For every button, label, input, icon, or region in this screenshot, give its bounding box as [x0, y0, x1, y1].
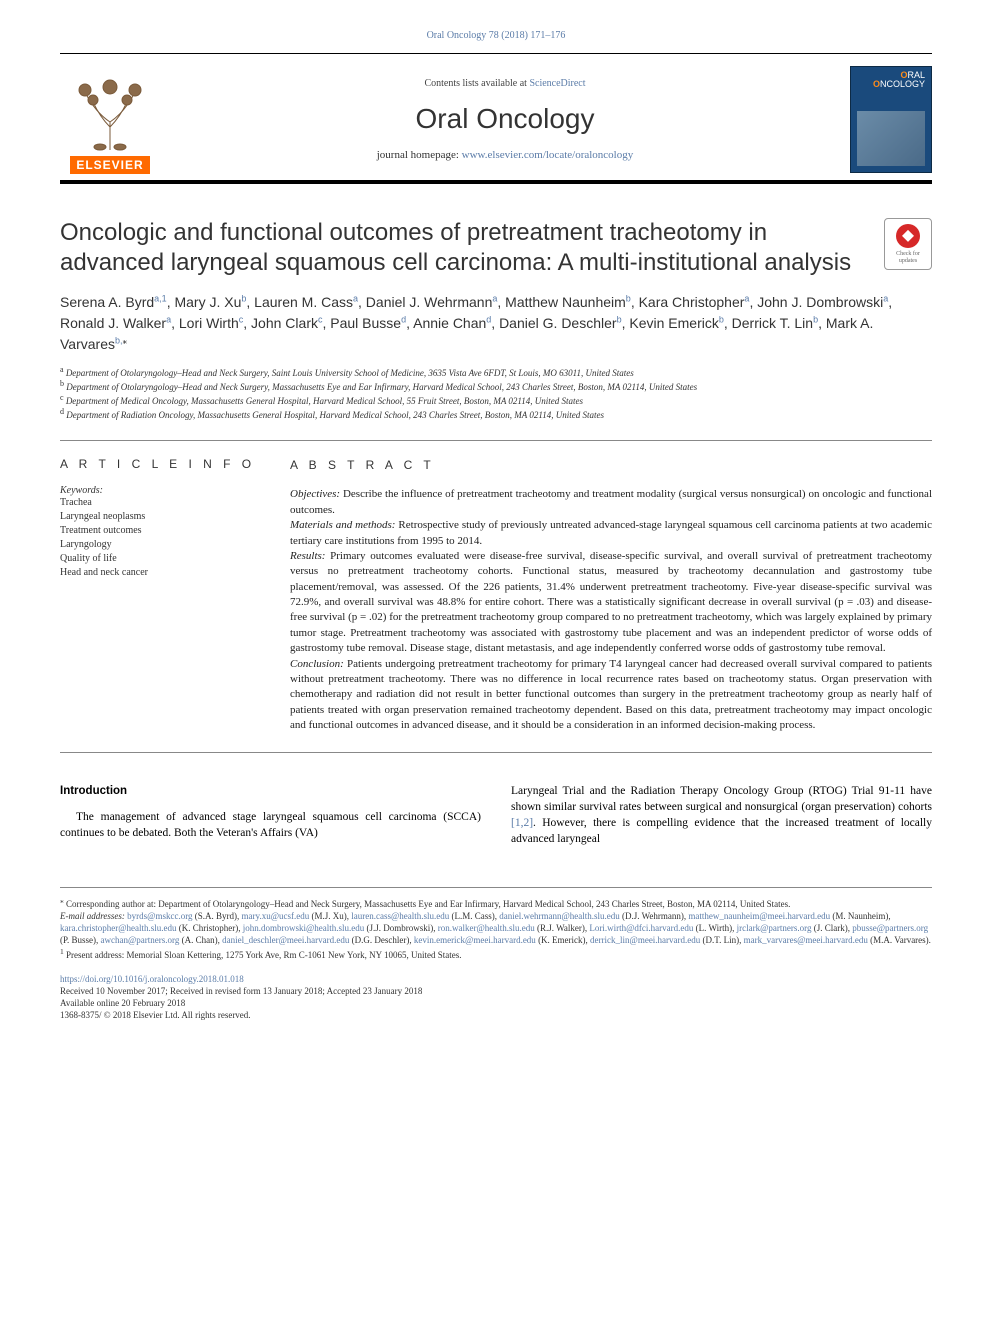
copyright-line: 1368-8375/ © 2018 Elsevier Ltd. All righ…: [60, 1009, 932, 1021]
abstract-heading: A B S T R A C T: [290, 457, 932, 474]
contents-available: Contents lists available at ScienceDirec…: [160, 78, 850, 89]
body-text: Introduction The management of advanced …: [60, 783, 932, 847]
available-online: Available online 20 February 2018: [60, 997, 932, 1009]
elsevier-tree-icon: [65, 72, 155, 152]
divider: [60, 752, 932, 753]
footnotes: ⁎ Corresponding author at: Department of…: [60, 896, 932, 961]
intro-paragraph-left: The management of advanced stage larynge…: [60, 809, 481, 841]
journal-cover-thumbnail: ORAL ONCOLOGY: [850, 66, 932, 173]
divider: [60, 440, 932, 441]
masthead: ELSEVIER Contents lists available at Sci…: [60, 53, 932, 184]
article-history: Received 10 November 2017; Received in r…: [60, 985, 932, 997]
email-addresses: E-mail addresses: byrds@mskcc.org (S.A. …: [60, 910, 932, 946]
introduction-heading: Introduction: [60, 783, 481, 799]
abstract-methods: Materials and methods: Retrospective stu…: [290, 518, 932, 549]
citation-header: Oral Oncology 78 (2018) 171–176: [60, 30, 932, 41]
reference-link[interactable]: [1,2]: [511, 817, 533, 829]
affiliations: a Department of Otolaryngology–Head and …: [60, 365, 932, 422]
journal-homepage: journal homepage: www.elsevier.com/locat…: [160, 149, 850, 161]
homepage-link[interactable]: www.elsevier.com/locate/oraloncology: [462, 149, 634, 161]
article-info-heading: A R T I C L E I N F O: [60, 457, 260, 471]
intro-paragraph-right: Laryngeal Trial and the Radiation Therap…: [511, 783, 932, 847]
corresponding-author-note: ⁎ Corresponding author at: Department of…: [60, 896, 932, 910]
author-list: Serena A. Byrda,1, Mary J. Xub, Lauren M…: [60, 292, 932, 355]
doi-link[interactable]: https://doi.org/10.1016/j.oraloncology.2…: [60, 974, 244, 984]
article-title: Oncologic and functional outcomes of pre…: [60, 218, 864, 278]
present-address-note: 1 Present address: Memorial Sloan Ketter…: [60, 947, 932, 961]
abstract-conclusion: Conclusion: Patients undergoing pretreat…: [290, 657, 932, 734]
keywords-label: Keywords:: [60, 485, 260, 496]
elsevier-logo: ELSEVIER: [60, 64, 160, 174]
abstract: A B S T R A C T Objectives: Describe the…: [290, 457, 932, 734]
article-info-sidebar: A R T I C L E I N F O Keywords: Trachea …: [60, 457, 260, 734]
elsevier-wordmark: ELSEVIER: [70, 156, 149, 174]
footnotes-divider: [60, 887, 932, 888]
crossmark-badge[interactable]: Check for updates: [884, 218, 932, 270]
keywords-list: Trachea Laryngeal neoplasms Treatment ou…: [60, 496, 260, 580]
crossmark-icon: [896, 224, 920, 248]
publication-info: https://doi.org/10.1016/j.oraloncology.2…: [60, 973, 932, 1022]
abstract-results: Results: Primary outcomes evaluated were…: [290, 549, 932, 657]
sciencedirect-link[interactable]: ScienceDirect: [529, 78, 585, 89]
abstract-objectives: Objectives: Describe the influence of pr…: [290, 487, 932, 518]
journal-name: Oral Oncology: [160, 103, 850, 135]
